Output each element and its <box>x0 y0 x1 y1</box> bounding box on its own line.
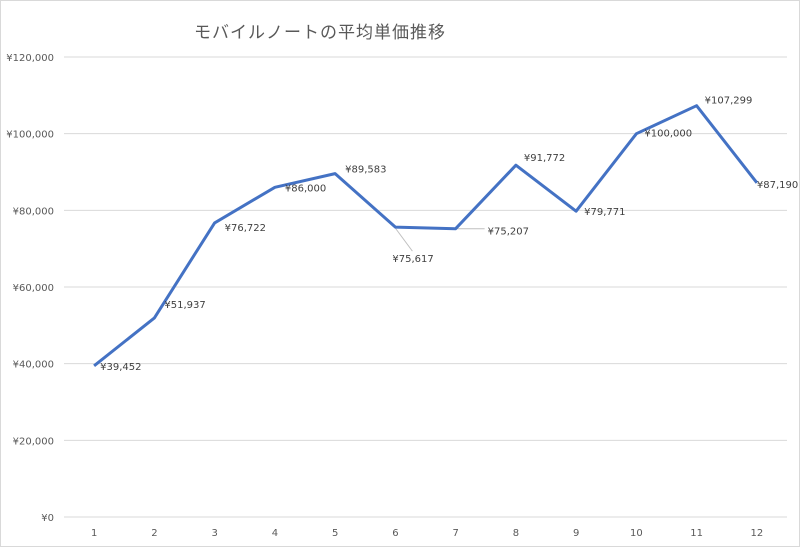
data-label: ¥86,000 <box>285 183 326 194</box>
y-tick-label: ¥120,000 <box>6 53 54 64</box>
data-label: ¥107,299 <box>705 96 753 107</box>
y-tick-label: ¥100,000 <box>6 130 54 141</box>
x-tick-label: 11 <box>690 528 703 539</box>
y-tick-label: ¥20,000 <box>13 436 54 447</box>
data-label: ¥75,207 <box>488 227 529 238</box>
x-tick-label: 4 <box>272 528 278 539</box>
data-label: ¥100,000 <box>644 129 692 140</box>
data-label: ¥89,583 <box>345 165 386 176</box>
y-tick-label: ¥0 <box>41 513 54 524</box>
x-tick-label: 6 <box>392 528 398 539</box>
y-tick-label: ¥80,000 <box>13 206 54 217</box>
x-tick-label: 3 <box>211 528 217 539</box>
y-tick-label: ¥60,000 <box>13 283 54 294</box>
gridlines <box>64 56 787 518</box>
data-label: ¥91,772 <box>524 153 565 164</box>
data-labels: ¥39,452 ¥51,937 ¥76,722 ¥86,000 ¥89,583 ¥75,6… <box>100 96 798 373</box>
data-label: ¥76,722 <box>225 223 266 234</box>
data-label: ¥87,190 <box>757 180 798 191</box>
x-tick-label: 10 <box>630 528 643 539</box>
chart-title: モバイルノートの平均単価推移 <box>194 23 446 43</box>
data-label: ¥51,937 <box>164 300 205 311</box>
x-tick-label: 2 <box>151 528 157 539</box>
x-tick-label: 8 <box>513 528 519 539</box>
data-label: ¥79,771 <box>584 207 625 218</box>
x-tick-label: 9 <box>573 528 579 539</box>
x-axis-labels: 1 2 3 4 5 6 7 8 9 10 11 12 <box>91 528 763 539</box>
x-tick-label: 1 <box>91 528 97 539</box>
data-label: ¥39,452 <box>100 362 141 373</box>
label-leader-lines <box>394 227 485 252</box>
y-tick-label: ¥40,000 <box>13 360 54 371</box>
x-tick-label: 7 <box>452 528 458 539</box>
x-tick-label: 12 <box>751 528 764 539</box>
y-axis-labels: ¥0 ¥20,000 ¥40,000 ¥60,000 ¥80,000 ¥100,000 ¥1… <box>6 53 54 524</box>
x-tick-label: 5 <box>332 528 338 539</box>
series-line <box>93 104 759 367</box>
data-label: ¥75,617 <box>392 254 433 265</box>
